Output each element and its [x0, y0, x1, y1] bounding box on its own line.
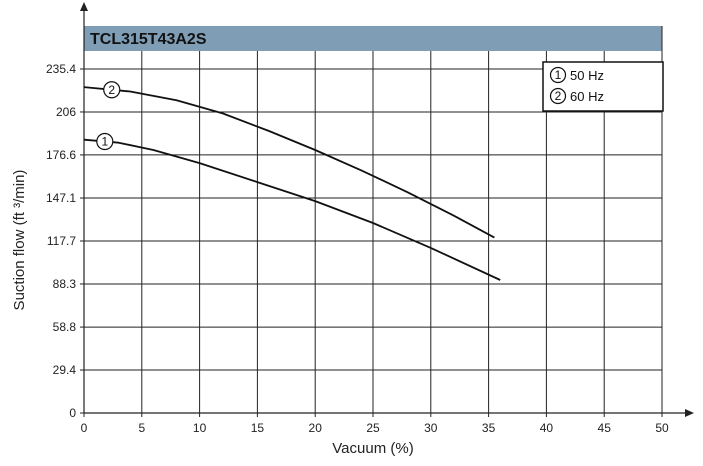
x-tick-label: 40	[540, 421, 554, 435]
x-tick-label: 10	[193, 421, 207, 435]
legend-marker-2	[549, 87, 567, 105]
x-tick-label: 45	[598, 421, 612, 435]
y-tick-label: 29.4	[53, 363, 77, 377]
y-tick-label: 206	[56, 105, 76, 119]
x-tick-label: 5	[138, 421, 145, 435]
x-tick-label: 15	[251, 421, 265, 435]
series-line-2	[83, 86, 495, 239]
x-tick-label: 50	[655, 421, 669, 435]
y-tick-label: 176.6	[46, 148, 76, 162]
tick-labels: 0 5 10 15 20 25 30 35 40 45 50 0 29.4 58.8 88.3 117.7 14…	[46, 62, 669, 435]
legend-label: 50 Hz	[570, 68, 604, 83]
y-tick-label: 88.3	[53, 277, 77, 291]
series-marker-label: 2	[108, 83, 115, 97]
series-marker-label: 1	[101, 134, 108, 148]
x-axis-arrow	[685, 409, 694, 417]
legend-label: 60 Hz	[570, 89, 604, 104]
title-band	[84, 26, 662, 51]
legend: 1 50 Hz 2 60 Hz	[542, 61, 664, 112]
y-tick-label: 58.8	[53, 320, 77, 334]
series-marker-1	[96, 132, 114, 151]
legend-marker-1	[549, 66, 567, 84]
x-tick-label: 30	[424, 421, 438, 435]
x-tick-label: 20	[309, 421, 323, 435]
series-marker-2	[103, 81, 121, 99]
axes	[80, 2, 694, 417]
x-tick-label: 35	[482, 421, 496, 435]
legend-marker-label: 1	[555, 68, 562, 82]
y-tick-label: 0	[69, 406, 76, 420]
y-tick-label: 117.7	[47, 234, 76, 248]
series: 12	[83, 81, 501, 281]
chart-title: TCL315T43A2S	[90, 31, 207, 48]
y-axis-title: Suction flow (ft ³/min)	[11, 170, 28, 311]
x-tick-label: 0	[81, 421, 88, 435]
series-line-1	[83, 138, 501, 281]
legend-marker-label: 2	[555, 89, 562, 103]
y-tick-label: 235.4	[46, 62, 76, 76]
x-axis-title: Vacuum (%)	[332, 440, 413, 457]
y-tick-label: 147.1	[46, 191, 76, 205]
y-axis-arrow	[80, 2, 88, 11]
x-tick-label: 25	[366, 421, 380, 435]
